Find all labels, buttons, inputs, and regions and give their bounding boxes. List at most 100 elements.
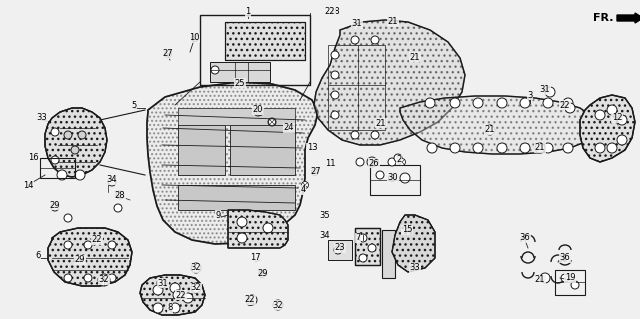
Text: 13: 13 [307,144,317,152]
Text: 7: 7 [355,234,361,242]
Circle shape [473,143,483,153]
Circle shape [388,174,396,182]
Text: 33: 33 [410,263,420,272]
Circle shape [485,125,495,135]
Circle shape [268,118,276,126]
Circle shape [351,131,359,139]
Text: 12: 12 [612,114,622,122]
Circle shape [543,98,553,108]
Polygon shape [225,22,305,60]
Polygon shape [45,108,107,177]
Circle shape [263,223,273,233]
Text: 32: 32 [99,276,109,285]
Circle shape [359,254,367,262]
Polygon shape [392,215,435,272]
Text: 22: 22 [560,100,570,109]
Text: 34: 34 [320,231,330,240]
Text: 27: 27 [163,49,173,58]
Circle shape [543,143,553,153]
Circle shape [257,108,264,115]
Circle shape [75,170,85,180]
Circle shape [561,274,569,282]
Circle shape [246,299,253,306]
Text: 31: 31 [157,278,168,287]
Circle shape [565,103,575,113]
Circle shape [108,178,116,186]
Text: 8: 8 [167,303,173,313]
Text: 23: 23 [335,243,346,253]
Circle shape [473,98,483,108]
Circle shape [540,273,550,283]
Polygon shape [228,210,288,248]
Circle shape [334,246,342,254]
Circle shape [71,146,79,154]
Text: 21: 21 [376,118,387,128]
Text: 2: 2 [396,155,402,165]
Circle shape [153,285,163,295]
Circle shape [331,111,339,119]
Text: FR.: FR. [593,13,614,23]
Polygon shape [178,185,295,210]
Circle shape [571,281,579,289]
Circle shape [98,274,110,286]
Circle shape [331,71,339,79]
Text: 20: 20 [253,106,263,115]
Circle shape [153,303,163,313]
Text: 30: 30 [388,174,398,182]
Circle shape [535,143,545,153]
Circle shape [170,303,180,313]
Text: 22: 22 [176,291,186,300]
Polygon shape [178,108,295,125]
Polygon shape [147,82,318,244]
Circle shape [191,283,201,293]
Text: 21: 21 [388,18,398,26]
Circle shape [371,36,379,44]
Text: 16: 16 [28,153,38,162]
Text: 36: 36 [559,254,570,263]
Polygon shape [210,62,270,82]
Circle shape [237,217,247,227]
Circle shape [259,271,266,278]
Circle shape [371,159,378,166]
Circle shape [84,274,92,282]
Circle shape [331,91,339,99]
Text: 31: 31 [540,85,550,94]
Circle shape [331,51,339,59]
Text: 19: 19 [564,273,575,283]
Circle shape [607,143,617,153]
Circle shape [273,300,283,310]
Circle shape [617,135,627,145]
Polygon shape [580,95,635,162]
Text: 25: 25 [235,78,245,87]
Text: 34: 34 [107,175,117,184]
Circle shape [617,115,627,125]
Circle shape [237,233,247,243]
Text: 29: 29 [75,256,85,264]
Circle shape [84,241,92,249]
Polygon shape [48,228,132,286]
Circle shape [595,110,605,120]
Circle shape [191,34,198,41]
Circle shape [400,173,410,183]
Circle shape [607,105,617,115]
Circle shape [64,241,72,249]
Circle shape [269,118,275,125]
Text: 35: 35 [320,211,330,219]
Text: 21: 21 [535,276,545,285]
Polygon shape [230,125,295,175]
Circle shape [545,87,555,97]
Text: 22: 22 [92,235,102,244]
Polygon shape [400,96,595,154]
Text: 29: 29 [258,270,268,278]
Text: 11: 11 [324,159,335,167]
Circle shape [497,143,507,153]
Text: 21: 21 [410,53,420,62]
FancyArrow shape [617,13,640,23]
Circle shape [359,234,367,242]
Circle shape [114,204,122,212]
Circle shape [78,131,86,139]
Text: 17: 17 [250,254,260,263]
Circle shape [108,241,116,249]
Circle shape [254,108,262,116]
Text: 33: 33 [36,114,47,122]
